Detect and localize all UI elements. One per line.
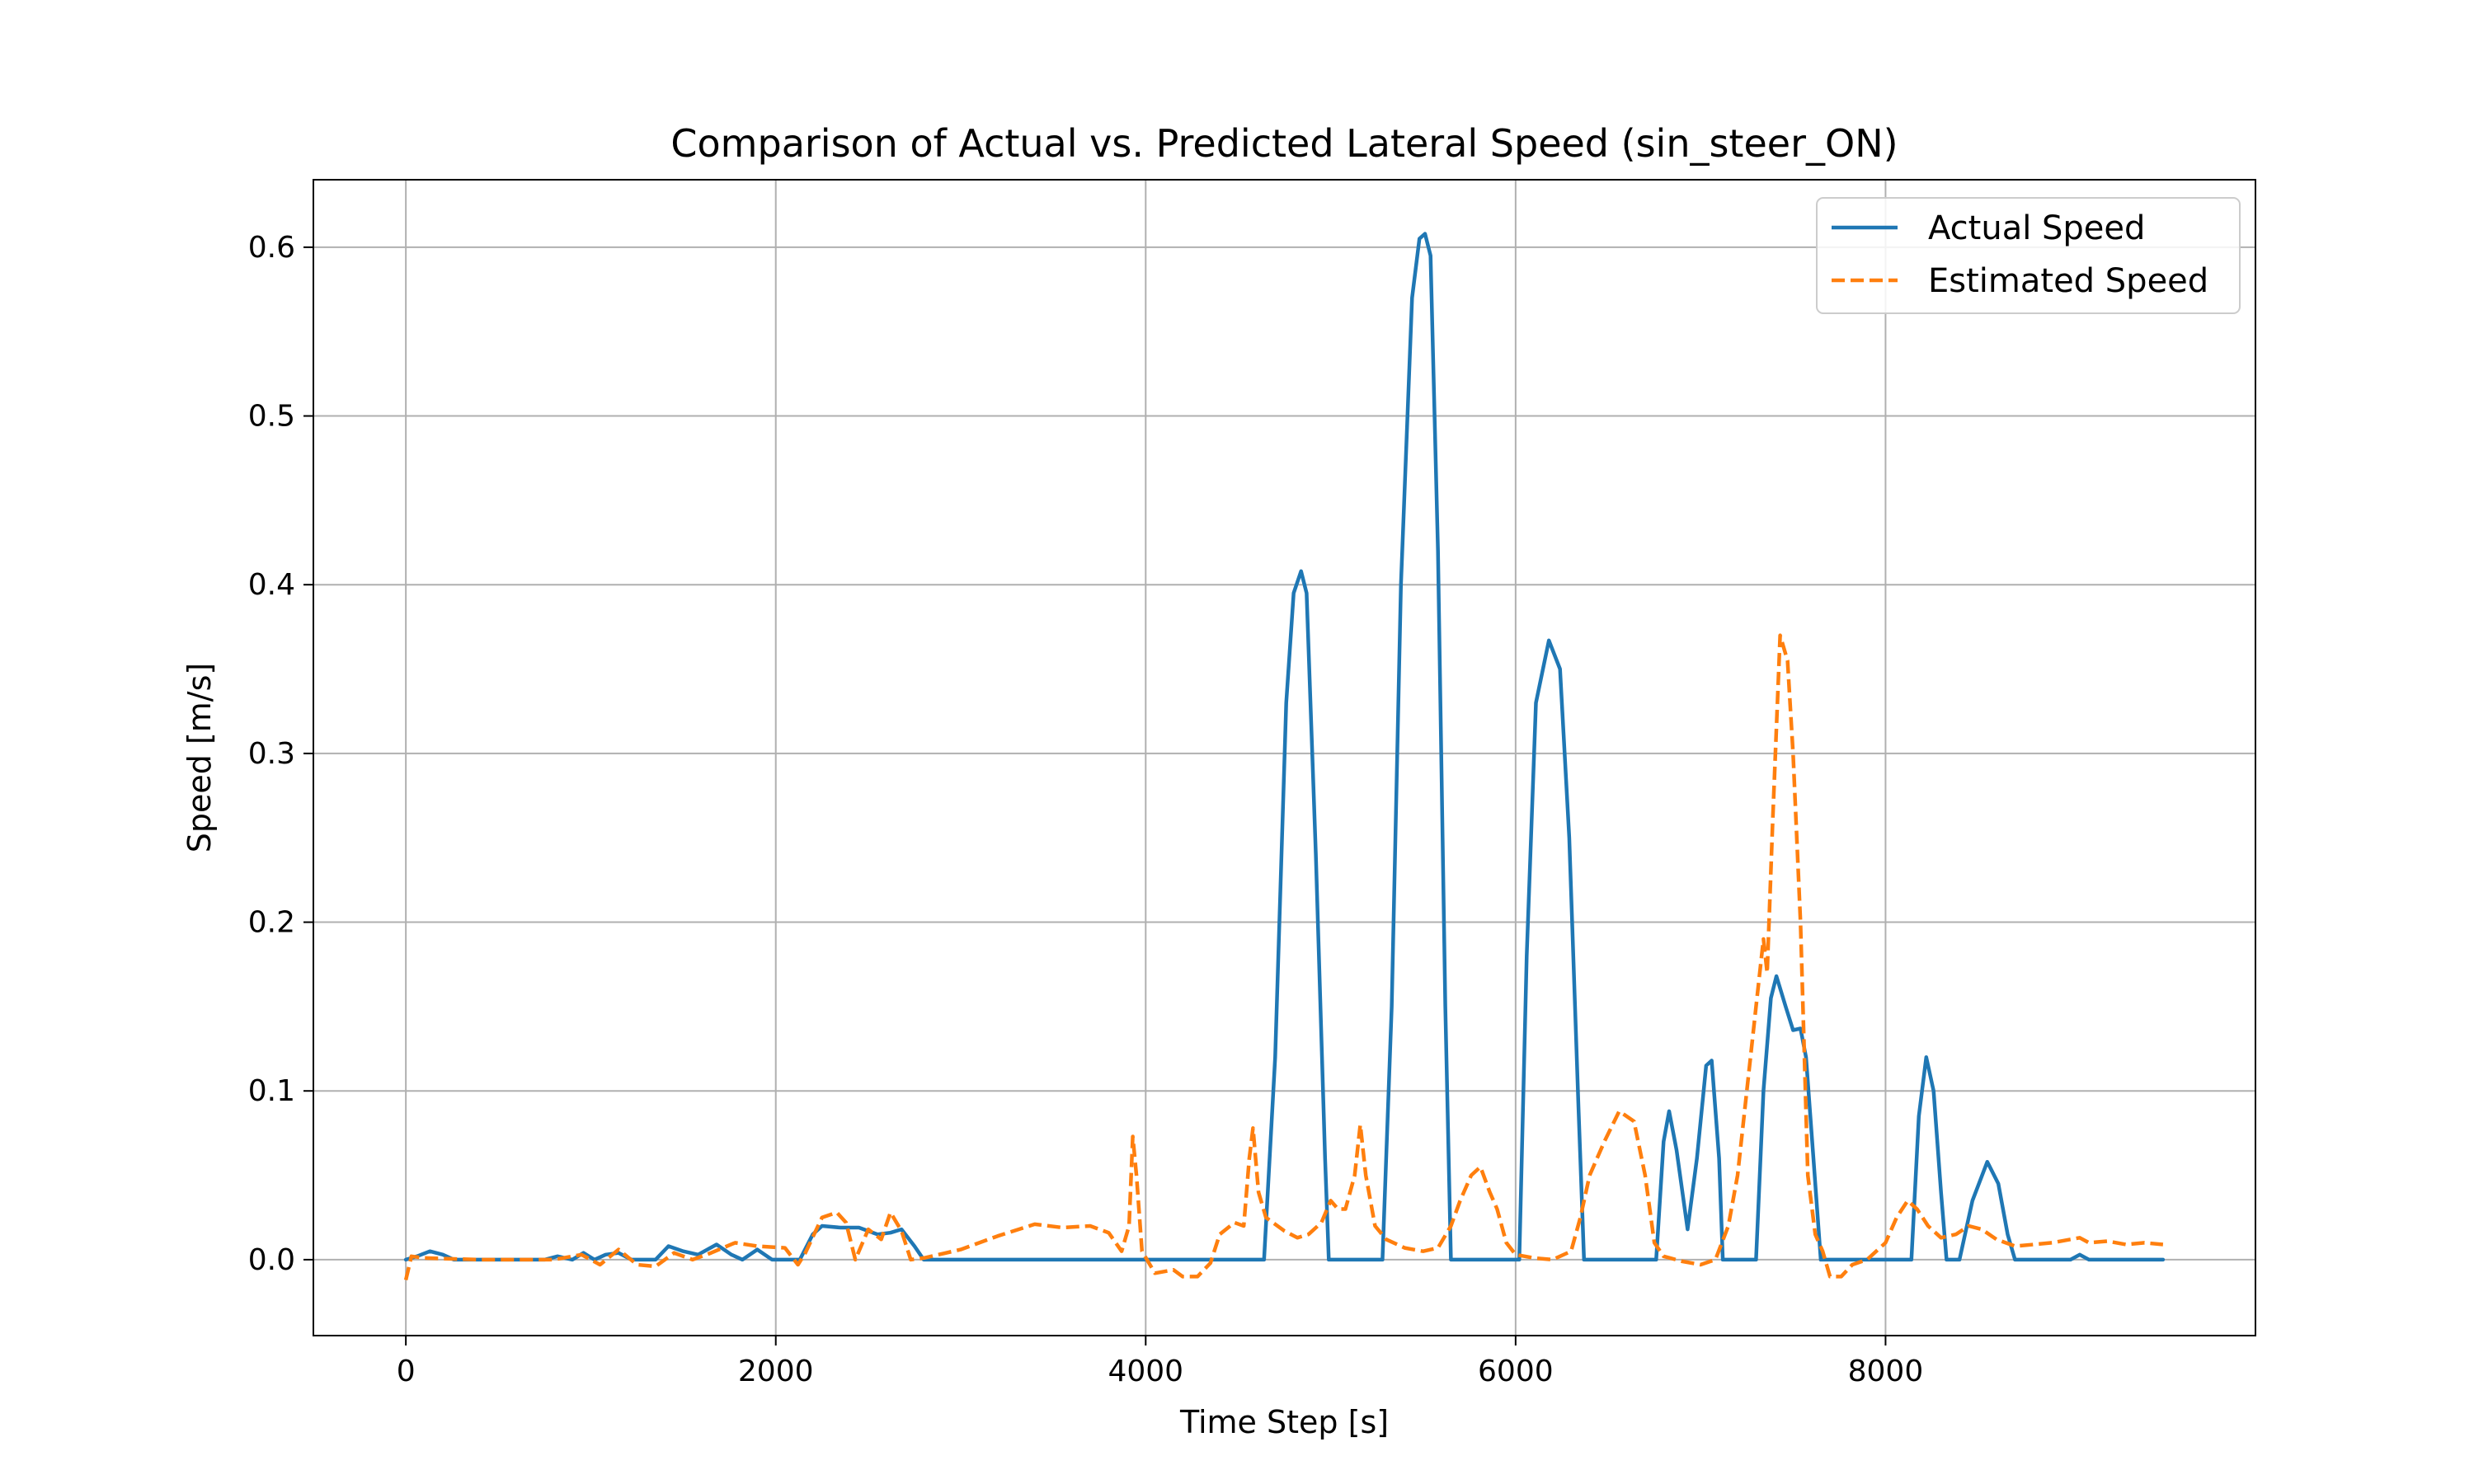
legend-label: Actual Speed (1928, 209, 2145, 247)
legend-box (1816, 197, 2241, 314)
x-tick-label: 4000 (1108, 1355, 1183, 1388)
series-line-actual-speed (403, 232, 2166, 1262)
x-tick-label: 2000 (738, 1355, 814, 1388)
y-tick-label: 0.1 (248, 1074, 295, 1108)
y-tick-label: 0.5 (248, 400, 295, 434)
plot-frame (313, 179, 2256, 1336)
x-tick-label: 0 (397, 1355, 416, 1388)
x-tick-label: 8000 (1848, 1355, 1924, 1388)
x-tick-label: 6000 (1478, 1355, 1554, 1388)
series-layer (403, 232, 2166, 1281)
series-line-estimated-speed (403, 633, 2164, 1281)
x-axis-label: Time Step [s] (1179, 1404, 1389, 1440)
legend: Actual Speed Estimated Speed (1816, 197, 2241, 314)
y-tick-label: 0.2 (248, 906, 295, 940)
legend-label: Estimated Speed (1928, 262, 2208, 300)
y-tick-label: 0.3 (248, 737, 295, 771)
y-tick-label: 0.4 (248, 568, 295, 602)
y-axis-label: Speed [m/s] (181, 663, 218, 852)
y-tick-label: 0.0 (248, 1243, 295, 1277)
y-tick-label: 0.6 (248, 231, 295, 265)
ticks: 0 2000 4000 6000 8000 0.0 0.1 0.2 0.3 0.4 0.5 0.6 (248, 231, 1924, 1388)
chart-title: Comparison of Actual vs. Predicted Later… (670, 121, 1898, 166)
